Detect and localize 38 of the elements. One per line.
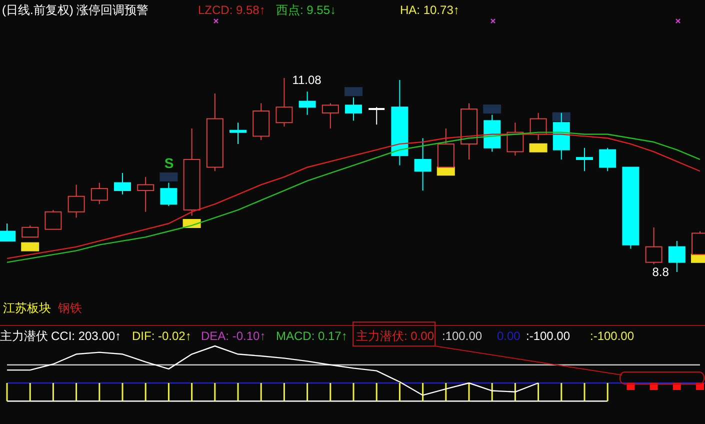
candlestick (230, 122, 246, 144)
candlestick (506, 122, 524, 156)
candlestick (322, 102, 339, 129)
text: DIF: -0.02↑ (132, 329, 192, 343)
candlestick (114, 172, 131, 195)
candlestick (645, 226, 662, 265)
candlestick (599, 147, 616, 172)
candlestick (160, 182, 178, 207)
candlestick (90, 182, 108, 205)
candlestick (276, 78, 293, 127)
text: :-100.00 (590, 329, 634, 343)
text: 主力潜伏: 0.00 (356, 329, 434, 343)
text: 0.00 (497, 329, 521, 343)
annotation: 8.8 (652, 265, 670, 279)
text: 江苏板块 (3, 301, 51, 315)
text: 钢铁 (57, 301, 82, 315)
candlestick (576, 147, 593, 172)
text: HA: 10.73↑ (400, 3, 460, 17)
text: LZCD: 9.58↑ (198, 3, 266, 17)
candlestick (345, 96, 362, 122)
annotation: 11.08 (292, 73, 322, 87)
candlestick (298, 91, 316, 116)
candlestick (668, 240, 686, 272)
candlestick (22, 224, 39, 238)
text: DEA: -0.10↑ (201, 329, 266, 343)
candlestick (137, 176, 154, 212)
text: :100.00 (442, 329, 482, 343)
candlestick (44, 209, 62, 230)
text: 西点: 9.55↓ (276, 3, 336, 17)
chart-title: (日线.前复权) 涨停回调预警 (2, 3, 149, 17)
candlestick (368, 106, 386, 126)
text: MACD: 0.17↑ (276, 329, 348, 343)
text: :-100.00 (526, 329, 570, 343)
annotation: S (164, 155, 174, 171)
text: CCI: 203.00↑ (51, 329, 122, 343)
text: 主力潜伏 (0, 329, 48, 343)
candlestick (68, 184, 85, 218)
candlestick (414, 138, 432, 192)
